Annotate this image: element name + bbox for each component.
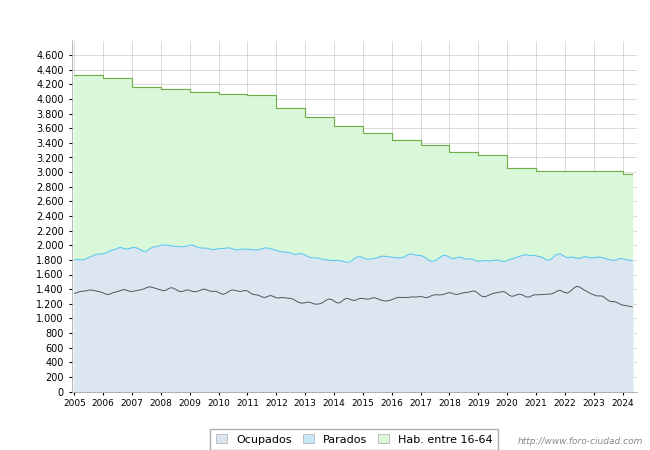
Text: Camariñas - Evolucion de la poblacion en edad de Trabajar Mayo de 2024: Camariñas - Evolucion de la poblacion en… (94, 13, 556, 26)
Legend: Ocupados, Parados, Hab. entre 16-64: Ocupados, Parados, Hab. entre 16-64 (211, 429, 498, 450)
Text: http://www.foro-ciudad.com: http://www.foro-ciudad.com (518, 436, 644, 446)
